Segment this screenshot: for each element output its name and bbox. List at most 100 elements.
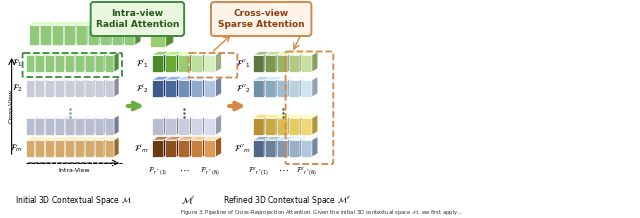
Polygon shape xyxy=(65,25,76,45)
Polygon shape xyxy=(94,52,99,72)
Polygon shape xyxy=(277,136,294,140)
Polygon shape xyxy=(289,77,306,80)
Polygon shape xyxy=(312,114,318,135)
Polygon shape xyxy=(124,22,141,25)
Polygon shape xyxy=(74,52,79,72)
Text: $\cdots$: $\cdots$ xyxy=(179,165,189,175)
Polygon shape xyxy=(112,25,123,45)
Polygon shape xyxy=(29,22,45,25)
Polygon shape xyxy=(76,80,84,97)
Polygon shape xyxy=(26,118,35,135)
Polygon shape xyxy=(51,22,58,45)
Polygon shape xyxy=(289,114,306,118)
Polygon shape xyxy=(65,80,74,97)
Polygon shape xyxy=(164,77,170,97)
Polygon shape xyxy=(76,22,93,25)
Polygon shape xyxy=(265,118,276,135)
Polygon shape xyxy=(26,77,40,80)
Polygon shape xyxy=(189,77,196,97)
Polygon shape xyxy=(253,80,264,97)
Polygon shape xyxy=(105,137,119,140)
Polygon shape xyxy=(276,114,282,135)
Polygon shape xyxy=(189,51,196,72)
Text: $\mathcal{F}'_1$: $\mathcal{F}'_1$ xyxy=(136,57,149,70)
Text: $\mathcal{F}''_{r^*(N)}$: $\mathcal{F}''_{r^*(N)}$ xyxy=(296,165,317,177)
Polygon shape xyxy=(152,140,164,157)
Polygon shape xyxy=(76,140,84,157)
Polygon shape xyxy=(253,118,264,135)
Polygon shape xyxy=(164,114,182,118)
Polygon shape xyxy=(52,25,63,45)
Polygon shape xyxy=(56,137,69,140)
Polygon shape xyxy=(100,22,117,25)
Polygon shape xyxy=(76,115,89,118)
Polygon shape xyxy=(52,22,69,25)
Polygon shape xyxy=(114,52,119,72)
Polygon shape xyxy=(88,22,105,25)
Text: $\cdots$: $\cdots$ xyxy=(278,165,289,175)
Polygon shape xyxy=(289,51,306,55)
Text: $\mathcal{M}'$: $\mathcal{M}'$ xyxy=(181,194,195,206)
Polygon shape xyxy=(301,114,318,118)
Text: Intra-View: Intra-View xyxy=(58,168,90,173)
Polygon shape xyxy=(152,51,170,55)
Polygon shape xyxy=(216,136,221,157)
Polygon shape xyxy=(65,140,74,157)
Polygon shape xyxy=(65,118,74,135)
Polygon shape xyxy=(56,140,65,157)
Polygon shape xyxy=(288,51,294,72)
Polygon shape xyxy=(26,140,35,157)
Polygon shape xyxy=(74,137,79,157)
Polygon shape xyxy=(301,136,318,140)
Polygon shape xyxy=(112,22,129,25)
Polygon shape xyxy=(45,55,54,72)
Polygon shape xyxy=(88,25,99,45)
Polygon shape xyxy=(35,140,44,157)
Polygon shape xyxy=(45,115,60,118)
Polygon shape xyxy=(94,115,99,135)
Polygon shape xyxy=(105,80,114,97)
Polygon shape xyxy=(95,118,104,135)
Polygon shape xyxy=(289,118,300,135)
Polygon shape xyxy=(253,55,264,72)
Polygon shape xyxy=(265,140,276,157)
Polygon shape xyxy=(178,55,189,72)
Polygon shape xyxy=(264,114,270,135)
Text: $\mathcal{F}''_m$: $\mathcal{F}''_m$ xyxy=(234,142,250,155)
Polygon shape xyxy=(164,140,177,157)
Polygon shape xyxy=(114,115,119,135)
Polygon shape xyxy=(300,77,306,97)
Polygon shape xyxy=(95,137,109,140)
Polygon shape xyxy=(289,55,300,72)
Polygon shape xyxy=(164,136,170,157)
Polygon shape xyxy=(191,80,202,97)
Text: $\mathcal{F}''_2$: $\mathcal{F}''_2$ xyxy=(236,82,250,95)
Polygon shape xyxy=(166,20,173,47)
Polygon shape xyxy=(276,51,282,72)
Polygon shape xyxy=(265,51,282,55)
FancyBboxPatch shape xyxy=(211,2,312,36)
Polygon shape xyxy=(289,140,300,157)
Polygon shape xyxy=(105,77,119,80)
Polygon shape xyxy=(84,137,89,157)
Polygon shape xyxy=(105,118,114,135)
Polygon shape xyxy=(74,77,79,97)
Polygon shape xyxy=(85,140,94,157)
Polygon shape xyxy=(95,115,109,118)
Polygon shape xyxy=(164,51,182,55)
Polygon shape xyxy=(76,52,89,55)
Polygon shape xyxy=(104,115,109,135)
Text: Cross-view
Sparse Attention: Cross-view Sparse Attention xyxy=(218,9,305,29)
Polygon shape xyxy=(164,80,177,97)
Polygon shape xyxy=(301,51,318,55)
Polygon shape xyxy=(178,80,189,97)
Polygon shape xyxy=(164,51,170,72)
Polygon shape xyxy=(56,77,69,80)
Polygon shape xyxy=(265,77,282,80)
Polygon shape xyxy=(56,80,65,97)
Text: $\mathcal{F}_2$: $\mathcal{F}_2$ xyxy=(12,83,22,94)
Polygon shape xyxy=(164,118,177,135)
Polygon shape xyxy=(277,140,288,157)
Polygon shape xyxy=(111,22,117,45)
Polygon shape xyxy=(105,140,114,157)
